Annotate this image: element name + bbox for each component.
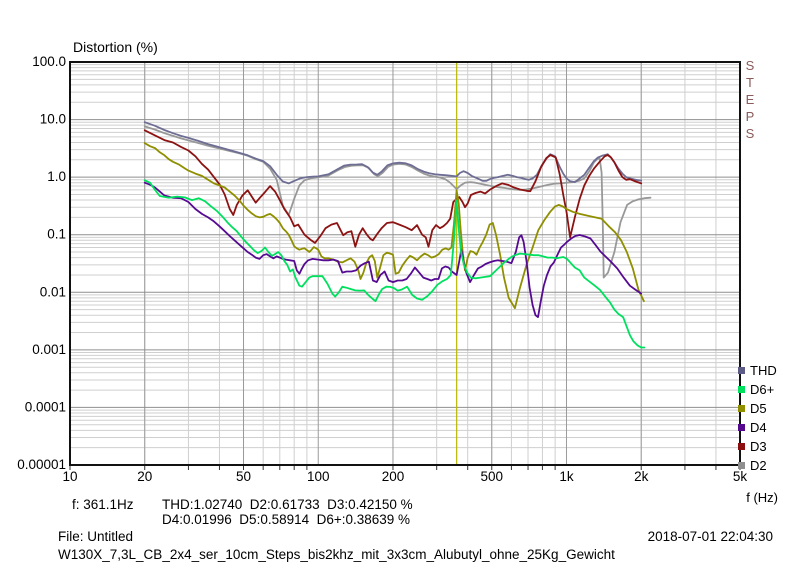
x-tick-label: 500: [480, 469, 503, 484]
x-tick-label: 10: [62, 469, 77, 484]
x-tick-label: 50: [236, 469, 251, 484]
y-tick-label: 0.1: [47, 227, 66, 242]
legend-item-d3: D3: [738, 437, 777, 456]
legend-swatch-icon: [738, 443, 745, 450]
curve-d3: [143, 129, 643, 248]
x-tick-label: 20: [137, 469, 152, 484]
x-tick-label: 1k: [559, 469, 574, 484]
curve-d4: [143, 181, 643, 319]
y-tick-label: 10.0: [40, 112, 66, 127]
x-tick-label: 200: [382, 469, 405, 484]
x-axis-unit-label: f (Hz): [746, 490, 778, 505]
curve-thd: [143, 121, 643, 185]
plot-border: [69, 61, 741, 466]
curve-d6plus: [143, 179, 646, 349]
legend-label: D2: [750, 458, 767, 473]
legend-label: THD: [750, 363, 777, 378]
legend-swatch-icon: [738, 424, 745, 431]
legend-label: D5: [750, 401, 767, 416]
curve-d5: [143, 142, 645, 310]
legend-swatch-icon: [738, 462, 745, 469]
x-tick-label: 5k: [733, 469, 748, 484]
y-tick-label: 0.0001: [25, 399, 66, 414]
cursor-frequency-readout: f: 361.1Hz: [72, 497, 134, 512]
legend-label: D3: [750, 439, 767, 454]
cursor-values-line2: D4:0.01996 D5:0.58914 D6+:0.38639 %: [162, 512, 411, 527]
legend-swatch-icon: [738, 386, 745, 393]
legend-item-d4: D4: [738, 418, 777, 437]
legend-swatch-icon: [738, 405, 745, 412]
legend-label: D4: [750, 420, 767, 435]
legend-item-thd: THD: [738, 361, 777, 380]
timestamp-label: 2018-07-01 22:04:30: [647, 529, 773, 544]
legend-item-d5: D5: [738, 399, 777, 418]
app-name-letter: P: [745, 109, 755, 124]
legend-label: D6+: [750, 382, 775, 397]
app-name-letter: S: [745, 126, 755, 141]
y-tick-label: 1.0: [47, 169, 66, 184]
legend-swatch-icon: [738, 367, 745, 374]
measurement-title-label: W130X_7,3L_CB_2x4_ser_10cm_Steps_bis2khz…: [58, 547, 615, 562]
x-tick-label: 2k: [634, 469, 649, 484]
x-tick-label: 100: [307, 469, 330, 484]
app-name-letter: S: [745, 58, 755, 73]
legend-item-d2: D2: [738, 456, 777, 475]
chart-title: Distortion (%): [73, 39, 158, 55]
legend-item-d6plus: D6+: [738, 380, 777, 399]
app-name-letter: T: [746, 75, 754, 90]
file-name-label: File: Untitled: [58, 529, 134, 544]
cursor-values-line1: THD:1.02740 D2:0.61733 D3:0.42150 %: [162, 497, 413, 512]
y-tick-label: 100.0: [32, 54, 66, 69]
y-tick-label: 0.001: [32, 342, 66, 357]
y-tick-label: 0.01: [40, 284, 66, 299]
series-legend: THD D6+ D5 D4 D3 D2: [738, 361, 777, 475]
app-name-letter: E: [745, 92, 755, 107]
curve-d2: [143, 125, 652, 279]
y-tick-label: 0.00001: [17, 457, 66, 472]
